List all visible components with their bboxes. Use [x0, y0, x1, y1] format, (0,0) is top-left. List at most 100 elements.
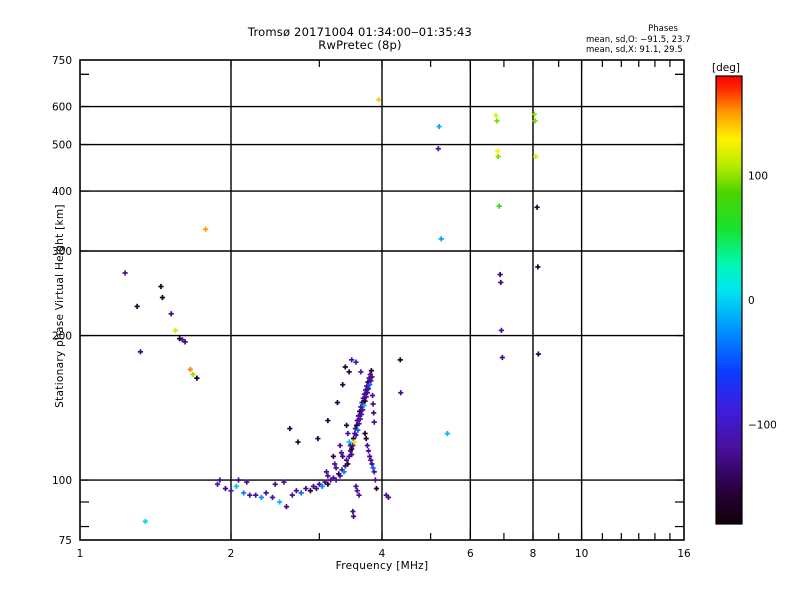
- data-point: [356, 492, 362, 498]
- data-point: [338, 450, 345, 456]
- data-point: [355, 413, 362, 419]
- colorbar-tick-labels: 100 0 −100: [748, 171, 777, 432]
- data-point: [283, 504, 290, 510]
- data-point: [356, 421, 362, 427]
- data-point: [368, 457, 374, 463]
- data-point: [369, 461, 375, 467]
- data-point: [497, 271, 503, 278]
- data-point: [354, 417, 360, 424]
- data-point: [365, 448, 372, 454]
- data-point: [315, 435, 321, 442]
- svg-text:600: 600: [52, 102, 72, 114]
- data-point: [293, 488, 299, 494]
- data-point: [350, 508, 356, 515]
- data-point: [190, 371, 196, 377]
- data-point: [376, 97, 382, 103]
- phase-stats-annotation: Phases mean, sd,O: −91.5, 23.7 mean, sd,…: [586, 24, 786, 56]
- data-point: [351, 439, 357, 445]
- data-point: [303, 485, 309, 492]
- data-point: [361, 402, 367, 409]
- data-point: [362, 430, 368, 437]
- data-point: [534, 204, 540, 210]
- data-point: [343, 422, 350, 428]
- data-point: [172, 327, 179, 333]
- data-point: [158, 283, 164, 290]
- svg-text:200: 200: [52, 331, 72, 343]
- data-point: [435, 146, 441, 152]
- data-point: [531, 111, 537, 117]
- data-point: [342, 364, 348, 370]
- data-point: [235, 477, 242, 483]
- title-line-1: Tromsø 20171004 01:34:00‒01:35:43: [247, 25, 473, 39]
- plot-title: Tromsø 20171004 01:34:00‒01:35:43 RwPret…: [150, 26, 570, 52]
- data-point: [354, 488, 360, 494]
- data-point: [371, 469, 377, 475]
- data-point: [182, 339, 188, 345]
- data-point: [328, 477, 334, 483]
- data-point: [281, 479, 287, 485]
- data-point: [272, 481, 278, 487]
- data-point: [263, 490, 269, 496]
- svg-text:500: 500: [52, 140, 72, 152]
- svg-text:400: 400: [52, 186, 72, 198]
- data-point: [498, 327, 505, 333]
- svg-text:100: 100: [52, 475, 72, 487]
- data-point: [370, 465, 376, 471]
- data-point: [357, 416, 363, 422]
- data-point: [369, 392, 376, 399]
- data-point: [134, 303, 140, 310]
- data-point: [353, 359, 359, 365]
- data-point: [371, 410, 377, 416]
- data-point: [269, 494, 276, 501]
- title-line-2: RwPretec (8p): [318, 38, 402, 52]
- data-point: [385, 494, 392, 501]
- data-point: [203, 226, 209, 232]
- data-point: [334, 399, 341, 406]
- data-point: [142, 518, 148, 524]
- data-point: [349, 446, 355, 452]
- data-point: [330, 475, 336, 481]
- data-point: [222, 485, 229, 492]
- data-point: [337, 442, 343, 449]
- data-point: [535, 264, 541, 270]
- data-point: [353, 483, 359, 489]
- data-point: [233, 483, 239, 489]
- data-point: [325, 417, 331, 424]
- data-point: [307, 488, 314, 494]
- data-point: [532, 118, 538, 124]
- data-point: [287, 425, 293, 432]
- data-point: [493, 112, 499, 118]
- svg-text:2: 2: [228, 548, 235, 560]
- data-point: [363, 387, 369, 393]
- data-point: [341, 469, 347, 475]
- svg-text:16: 16: [677, 548, 691, 560]
- data-point: [159, 294, 166, 301]
- data-point: [372, 477, 378, 483]
- axis-tick-labels: 1 2 4 6 8 10 16 75 100 200 300 400 500 600 750: [52, 55, 691, 560]
- data-point: [325, 481, 331, 487]
- svg-text:8: 8: [530, 548, 537, 560]
- svg-text:−100: −100: [748, 419, 777, 431]
- data-points: [122, 97, 541, 524]
- data-point: [340, 453, 346, 460]
- data-point: [137, 349, 144, 355]
- colorbar-unit-label: [deg]: [712, 62, 740, 74]
- data-point: [373, 485, 380, 492]
- data-point: [346, 439, 352, 445]
- data-point: [371, 419, 377, 425]
- data-point: [332, 461, 338, 467]
- data-point: [330, 453, 336, 460]
- data-point: [322, 479, 328, 485]
- data-point: [398, 390, 404, 396]
- svg-text:750: 750: [52, 55, 72, 67]
- data-point: [370, 401, 376, 407]
- data-point: [364, 390, 370, 396]
- data-point: [349, 451, 355, 458]
- data-point: [333, 477, 339, 483]
- data-point: [340, 382, 346, 388]
- data-point: [436, 123, 442, 130]
- data-point: [444, 430, 450, 437]
- data-point: [495, 153, 501, 160]
- data-point: [253, 492, 259, 498]
